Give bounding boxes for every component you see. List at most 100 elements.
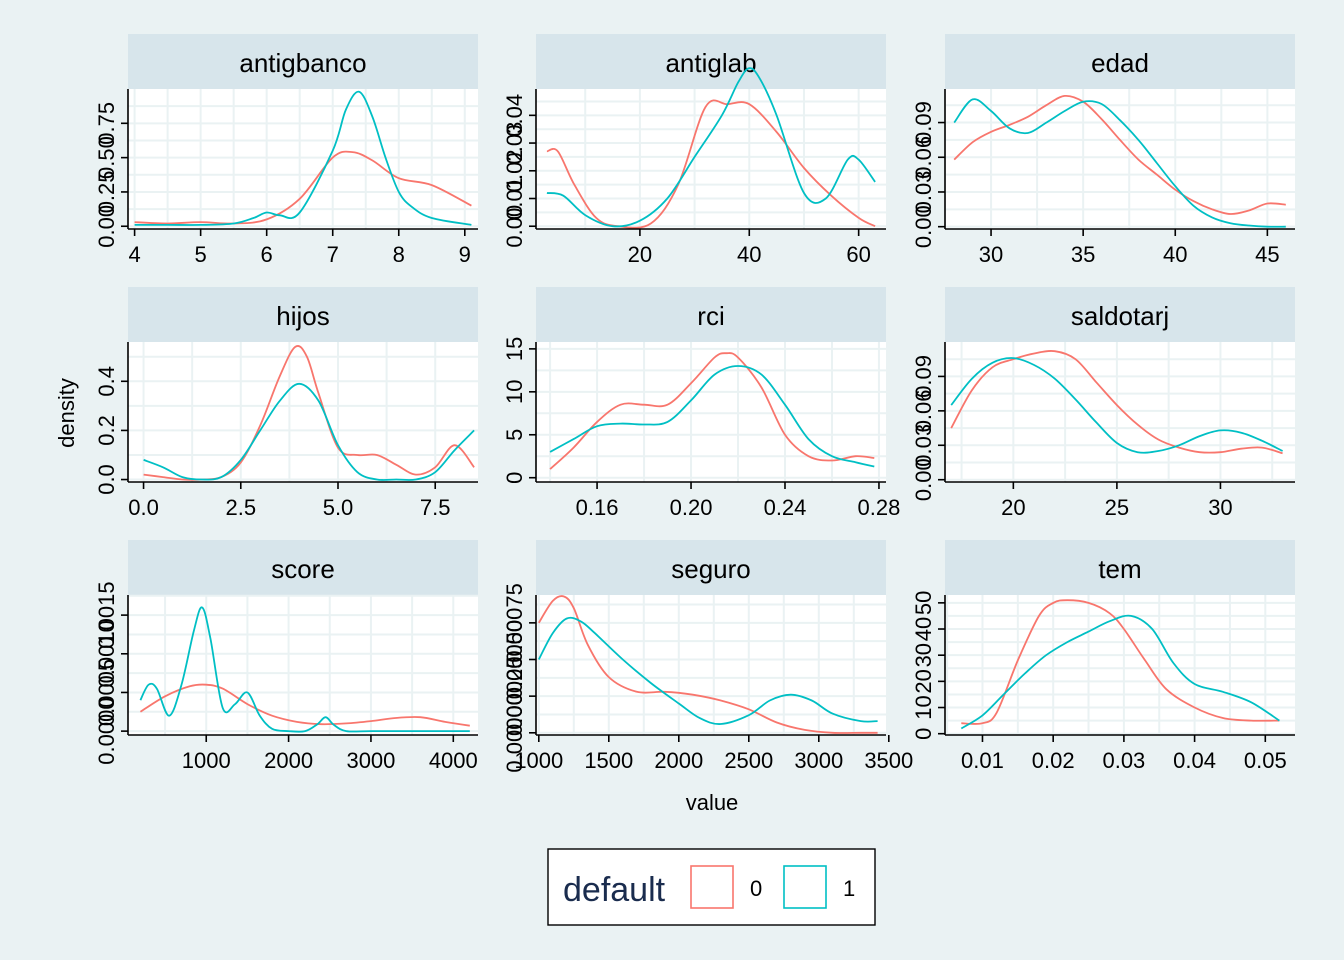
density-line-1: [538, 616, 878, 725]
y-tick-label: 15: [502, 337, 527, 361]
x-tick-label: 0.0: [128, 495, 159, 520]
y-tick-label: 0.0000: [94, 697, 119, 764]
y-tick-label: 10: [911, 695, 936, 719]
y-tick-label: 0.50: [94, 136, 119, 179]
plot-area: [945, 89, 1295, 229]
density-line-0: [546, 99, 876, 229]
facet-strip: [536, 287, 886, 342]
x-tick-label: 7: [327, 242, 339, 267]
y-tick-label: 0.00050: [502, 620, 527, 700]
x-tick-label: 2.5: [225, 495, 256, 520]
density-line-1: [953, 98, 1286, 228]
plot-area: [128, 342, 478, 482]
facet-title: seguro: [671, 554, 751, 584]
x-tick-label: 3000: [346, 748, 395, 773]
density-line-1: [143, 382, 475, 481]
facet-strip: [945, 540, 1295, 595]
facet-strip: [536, 34, 886, 89]
facet-title: edad: [1091, 48, 1149, 78]
facet-strip: [536, 540, 886, 595]
y-tick-label: 0.0005: [94, 659, 119, 726]
y-tick-label: 0.0010: [94, 620, 119, 687]
x-tick-label: 1500: [584, 748, 633, 773]
y-tick-label: 40: [911, 617, 936, 641]
facet-antigbanco: antigbanco 0.000.250.500.75 4 5 6 7 8 9: [94, 34, 478, 267]
x-tick-label: 60: [846, 242, 870, 267]
x-tick-label: 8: [393, 242, 405, 267]
x-tick-label: 40: [1163, 242, 1187, 267]
facet-title: tem: [1098, 554, 1141, 584]
facet-saldotarj: saldotarj 0.000.030.060.09 20 25 30: [911, 287, 1295, 520]
density-line-1: [134, 90, 472, 226]
facet-title: score: [271, 554, 335, 584]
x-tick-label: 45: [1255, 242, 1279, 267]
x-tick-label: 3500: [864, 748, 913, 773]
x-tick-label: 25: [1105, 495, 1129, 520]
y-tick-label: 0.06: [911, 136, 936, 179]
y-tick-label: 0.00: [94, 205, 119, 248]
x-tick-label: 0.28: [858, 495, 901, 520]
x-tick-label: 9: [459, 242, 471, 267]
x-tick-label: 40: [737, 242, 761, 267]
x-tick-label: 35: [1071, 242, 1095, 267]
facet-strip: [945, 287, 1295, 342]
density-line-1: [549, 365, 875, 468]
density-line-0: [139, 683, 470, 727]
facet-title: rci: [697, 301, 724, 331]
y-tick-label: 0.09: [911, 101, 936, 144]
legend-label-1: 1: [843, 876, 855, 901]
y-axis-title: density: [54, 378, 79, 448]
y-tick-label: 0.4: [94, 366, 119, 397]
x-tick-label: 4000: [429, 748, 478, 773]
x-tick-label: 2000: [654, 748, 703, 773]
facet-strip: [128, 34, 478, 89]
y-tick-label: 0.09: [911, 355, 936, 398]
y-tick-label: 0.06: [911, 389, 936, 432]
x-tick-label: 1000: [182, 748, 231, 773]
x-tick-label: 20: [1001, 495, 1025, 520]
legend-title: default: [563, 871, 666, 909]
y-tick-label: 20: [911, 669, 936, 693]
y-tick-label: 0: [911, 728, 936, 740]
density-line-0: [953, 94, 1286, 215]
facet-title: hijos: [276, 301, 329, 331]
density-line-1: [139, 606, 470, 733]
x-tick-label: 0.16: [576, 495, 619, 520]
y-tick-label: 0.00: [911, 205, 936, 248]
density-line-1: [960, 614, 1280, 730]
y-tick-label: 10: [502, 380, 527, 404]
x-tick-label: 6: [261, 242, 273, 267]
x-tick-label: 3000: [794, 748, 843, 773]
x-tick-label: 30: [1208, 495, 1232, 520]
facet-title: antiglab: [665, 48, 756, 78]
y-tick-label: 0.00025: [502, 656, 527, 736]
y-tick-label: 0.00: [502, 205, 527, 248]
x-tick-label: 0.24: [764, 495, 807, 520]
facet-edad: edad 0.000.030.060.09 30 35 40 45: [911, 34, 1295, 267]
x-tick-label: 0.02: [1032, 748, 1075, 773]
y-tick-label: 0.03: [911, 424, 936, 467]
plot-area: [128, 89, 478, 229]
x-tick-label: 5: [195, 242, 207, 267]
x-tick-label: 4: [128, 242, 140, 267]
x-tick-label: 2500: [724, 748, 773, 773]
x-tick-label: 0.01: [961, 748, 1004, 773]
y-tick-label: 0.00000: [502, 693, 527, 773]
x-tick-label: 7.5: [420, 495, 451, 520]
facet-strip: [128, 540, 478, 595]
x-tick-label: 20: [628, 242, 652, 267]
y-tick-label: 0.00: [911, 458, 936, 501]
x-tick-label: 1000: [514, 748, 563, 773]
facet-title: saldotarj: [1071, 301, 1169, 331]
x-tick-label: 30: [979, 242, 1003, 267]
x-tick-label: 0.05: [1244, 748, 1287, 773]
legend-label-0: 0: [750, 876, 762, 901]
density-line-0: [538, 595, 878, 734]
facet-antiglab: antiglab 0.000.010.020.030.04 20 40 60: [502, 34, 886, 267]
facet-title: antigbanco: [239, 48, 366, 78]
y-tick-label: 0.03: [502, 122, 527, 165]
facet-hijos: hijos 0.0 0.2 0.4 0.0 2.5 5.0 7.5: [94, 287, 478, 520]
